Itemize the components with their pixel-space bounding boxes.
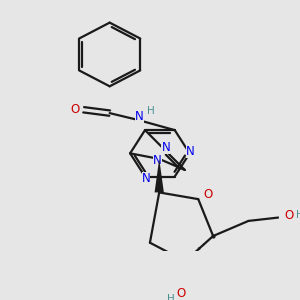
Text: O: O xyxy=(71,103,80,116)
Text: H: H xyxy=(296,210,300,220)
Text: O: O xyxy=(176,287,185,300)
Polygon shape xyxy=(154,159,164,192)
Text: O: O xyxy=(203,188,212,201)
Text: H: H xyxy=(147,106,154,116)
Text: N: N xyxy=(153,154,162,167)
Text: N: N xyxy=(135,110,144,123)
Text: H: H xyxy=(167,294,175,300)
Text: N: N xyxy=(161,141,170,154)
Text: N: N xyxy=(142,172,150,185)
Text: O: O xyxy=(285,208,294,222)
Text: N: N xyxy=(186,145,195,158)
